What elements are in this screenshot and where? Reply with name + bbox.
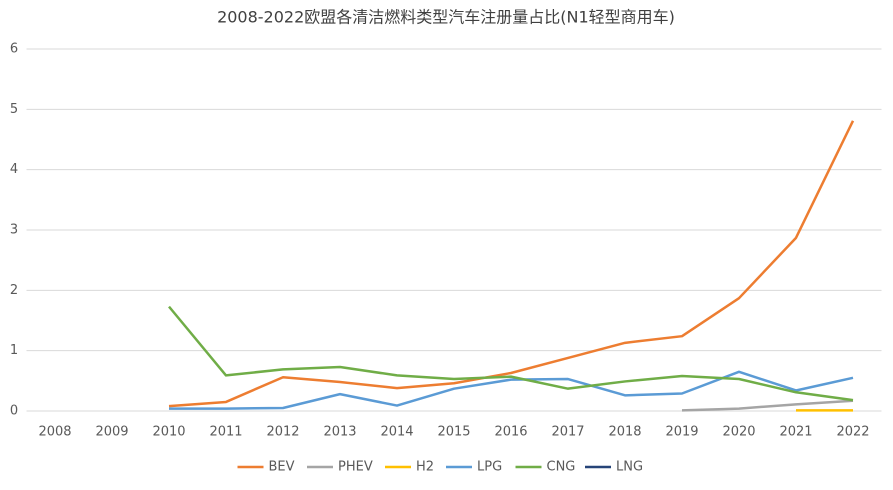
- x-tick-label: 2012: [266, 425, 299, 440]
- legend-label: BEV: [269, 460, 295, 475]
- x-tick-label: 2022: [836, 425, 869, 440]
- x-tick-label: 2016: [494, 425, 527, 440]
- series-line: [168, 120, 855, 408]
- x-tick-label: 2018: [608, 425, 641, 440]
- x-tick-label: 2008: [38, 425, 71, 440]
- x-tick-label: 2010: [152, 425, 185, 440]
- series-line: [169, 370, 854, 410]
- y-tick-label: 0: [10, 404, 18, 419]
- x-tick-label: 2013: [323, 425, 356, 440]
- legend-label: LPG: [477, 460, 502, 475]
- x-tick-label: 2009: [95, 425, 128, 440]
- x-tick-label: 2017: [551, 425, 584, 440]
- y-tick-label: 4: [10, 162, 18, 177]
- series-line: [681, 399, 854, 412]
- y-tick-label: 5: [10, 102, 18, 117]
- x-tick-label: 2011: [209, 425, 242, 440]
- legend-label: LNG: [616, 460, 643, 475]
- y-tick-label: 1: [10, 343, 18, 358]
- series-line: [168, 305, 854, 402]
- chart-title: 2008-2022欧盟各清洁燃料类型汽车注册量占比(N1轻型商用车): [217, 8, 675, 27]
- y-tick-label: 3: [10, 223, 18, 238]
- x-tick-label: 2014: [380, 425, 413, 440]
- legend-label: PHEV: [338, 460, 373, 475]
- y-tick-label: 2: [10, 283, 18, 298]
- legend-label: CNG: [547, 460, 576, 475]
- x-tick-label: 2019: [665, 425, 698, 440]
- x-tick-label: 2020: [722, 425, 755, 440]
- x-tick-label: 2021: [779, 425, 812, 440]
- y-tick-label: 6: [10, 42, 18, 57]
- legend-label: H2: [416, 460, 434, 475]
- x-tick-label: 2015: [437, 425, 470, 440]
